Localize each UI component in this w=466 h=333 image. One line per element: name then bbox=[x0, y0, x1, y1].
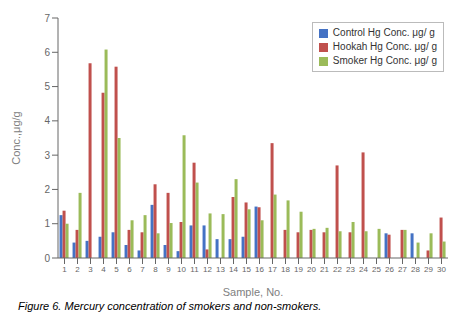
svg-text:9: 9 bbox=[166, 265, 171, 274]
svg-text:4: 4 bbox=[44, 115, 50, 126]
svg-text:17: 17 bbox=[268, 265, 277, 274]
svg-text:Conc.,μg/g: Conc.,μg/g bbox=[10, 111, 22, 164]
svg-text:6: 6 bbox=[44, 47, 50, 58]
svg-text:28: 28 bbox=[411, 265, 420, 274]
svg-text:29: 29 bbox=[424, 265, 433, 274]
html-text:Figure 6. Mercury concentratio: Figure 6. Mercury concentration of smoke… bbox=[18, 300, 322, 312]
svg-text:7: 7 bbox=[140, 265, 145, 274]
svg-text:5: 5 bbox=[114, 265, 119, 274]
svg-text:8: 8 bbox=[153, 265, 158, 274]
svg-text:11: 11 bbox=[190, 265, 199, 274]
svg-text:12: 12 bbox=[203, 265, 212, 274]
svg-text:27: 27 bbox=[398, 265, 407, 274]
svg-text:21: 21 bbox=[320, 265, 329, 274]
svg-text:6: 6 bbox=[127, 265, 132, 274]
svg-text:Sample, No.: Sample, No. bbox=[223, 286, 284, 298]
svg-text:7: 7 bbox=[44, 13, 50, 24]
svg-text:19: 19 bbox=[294, 265, 303, 274]
svg-text:2: 2 bbox=[75, 265, 80, 274]
svg-text:4: 4 bbox=[101, 265, 106, 274]
svg-text:26: 26 bbox=[385, 265, 394, 274]
svg-text:24: 24 bbox=[359, 265, 368, 274]
svg-text:30: 30 bbox=[437, 265, 446, 274]
html-text:Hookah Hg Conc. μg/ g: Hookah Hg Conc. μg/ g bbox=[332, 41, 437, 52]
svg-text:16: 16 bbox=[255, 265, 264, 274]
svg-text:1: 1 bbox=[62, 265, 67, 274]
html-text:Smoker Hg Conc. μg/ g: Smoker Hg Conc. μg/ g bbox=[332, 55, 437, 66]
svg-text:5: 5 bbox=[44, 81, 50, 92]
svg-text:23: 23 bbox=[346, 265, 355, 274]
svg-text:20: 20 bbox=[307, 265, 316, 274]
svg-text:22: 22 bbox=[333, 265, 342, 274]
svg-text:14: 14 bbox=[229, 265, 238, 274]
svg-text:13: 13 bbox=[216, 265, 225, 274]
svg-text:3: 3 bbox=[88, 265, 93, 274]
svg-text:3: 3 bbox=[44, 150, 50, 161]
html-text:Control Hg Conc. μg/ g: Control Hg Conc. μg/ g bbox=[332, 27, 435, 38]
svg-text:25: 25 bbox=[372, 265, 381, 274]
svg-text:18: 18 bbox=[281, 265, 290, 274]
svg-text:15: 15 bbox=[242, 265, 251, 274]
svg-text:0: 0 bbox=[44, 253, 50, 264]
svg-text:2: 2 bbox=[44, 184, 50, 195]
svg-text:1: 1 bbox=[44, 218, 50, 229]
svg-text:10: 10 bbox=[177, 265, 186, 274]
